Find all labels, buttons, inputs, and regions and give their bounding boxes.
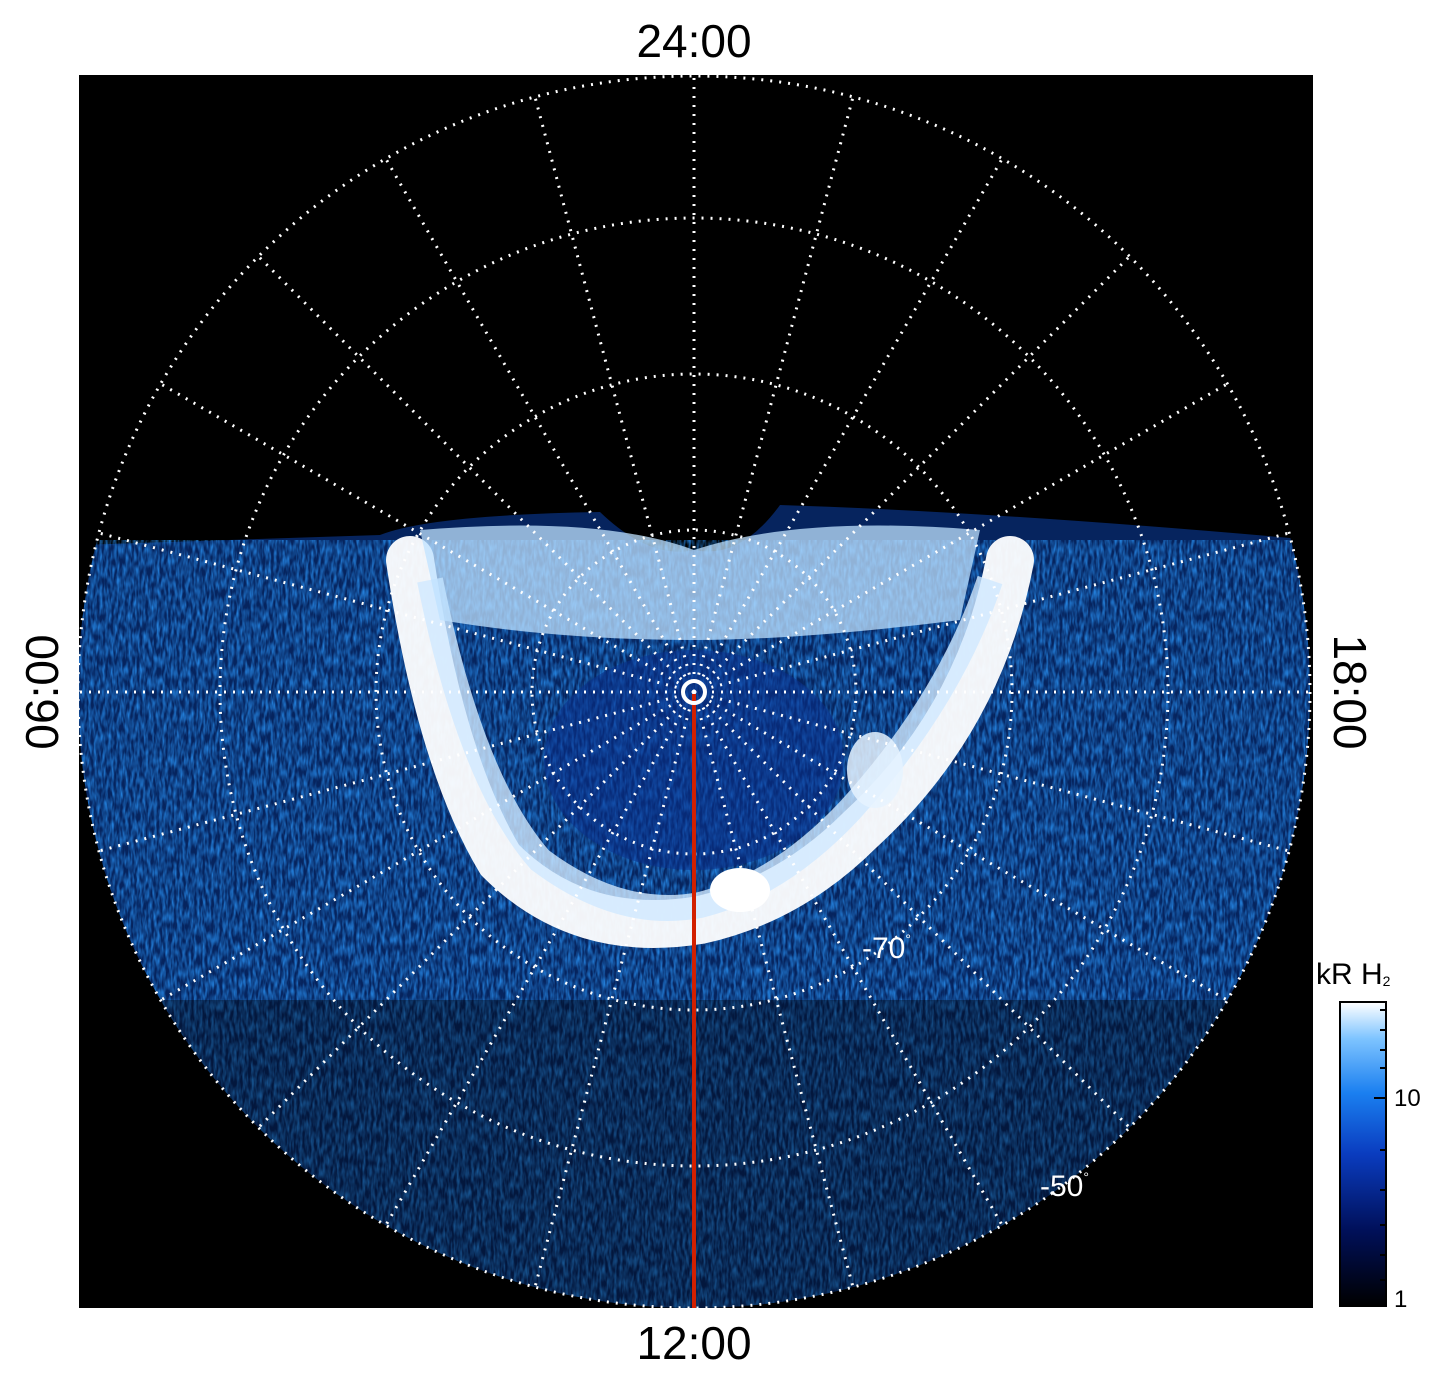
colorbar-ticks [1374, 1009, 1386, 1281]
colorbar-tick-1: 1 [1394, 1286, 1408, 1313]
colorbar-tick-10: 10 [1394, 1085, 1421, 1112]
local-time-label-noon: 12:00 [636, 1317, 752, 1369]
latitude-label-50: -50° [1040, 1169, 1089, 1203]
latitude-label-70: -70° [862, 931, 911, 965]
local-time-label-midnight: 24:00 [636, 15, 752, 67]
pole-marker [681, 679, 707, 705]
colorbar [1339, 1001, 1387, 1307]
colorbar-title: kR H2 [1316, 958, 1391, 991]
